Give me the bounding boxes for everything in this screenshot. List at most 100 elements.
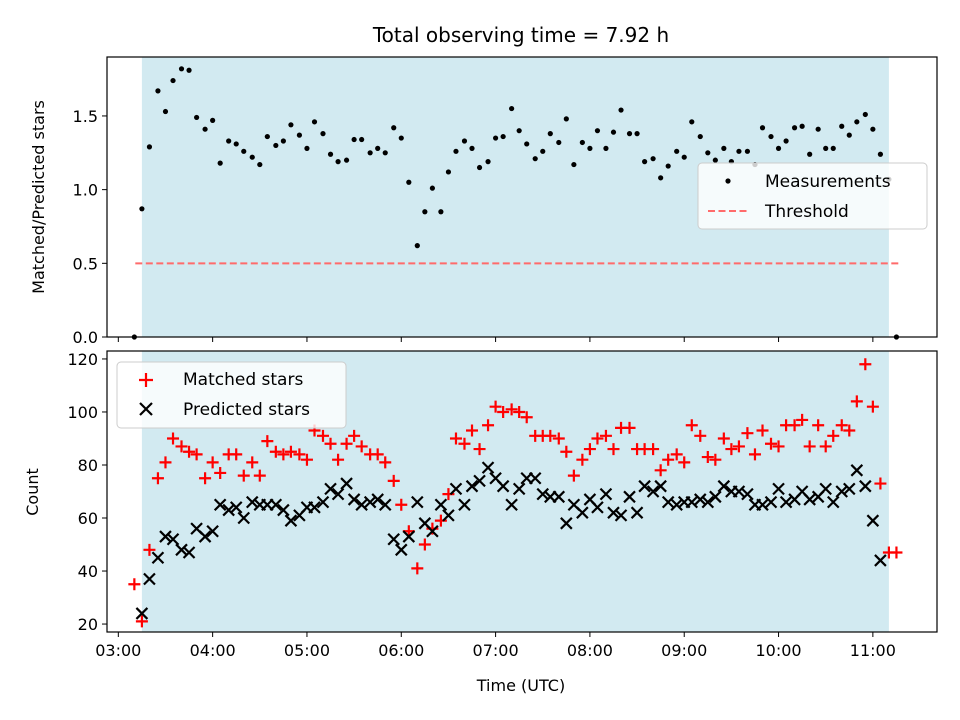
- measurement-point: [485, 159, 491, 165]
- matched-stars-point: [379, 456, 392, 469]
- matched-stars-point: [284, 445, 297, 458]
- predicted-stars-point: [512, 482, 526, 496]
- predicted-stars-point: [859, 479, 872, 493]
- predicted-stars-point: [496, 479, 510, 493]
- measurement-point: [626, 131, 633, 137]
- predicted-stars-point: [741, 487, 754, 501]
- predicted-stars-point: [394, 543, 408, 557]
- measurement-point: [226, 138, 232, 144]
- matched-stars-point: [654, 464, 667, 477]
- predicted-stars-point: [701, 495, 715, 509]
- ratio-legend-box: [697, 162, 928, 230]
- measurement-point: [343, 157, 350, 163]
- matched-stars-point: [788, 419, 801, 432]
- measurement-point: [674, 148, 680, 154]
- predicted-stars-point: [693, 493, 707, 506]
- measurement-point: [414, 243, 420, 249]
- measurement-point: [594, 128, 601, 134]
- measurement-point: [547, 131, 553, 137]
- matched-stars-point: [513, 405, 526, 418]
- predicted-stars-point: [843, 482, 856, 496]
- measurement-point: [775, 145, 782, 151]
- predicted-stars-point: [717, 479, 731, 493]
- measurement-point: [406, 179, 412, 185]
- predicted-stars-point: [756, 498, 769, 512]
- count-legend-predicted-label: Predicted stars: [183, 400, 310, 420]
- matched-stars-point: [678, 456, 691, 469]
- matched-stars-point: [199, 472, 212, 485]
- matched-stars-point: [348, 429, 361, 442]
- measurement-point: [288, 122, 294, 128]
- matched-stars-point: [827, 429, 840, 442]
- measurement-point: [610, 129, 617, 135]
- predicted-stars-point: [269, 498, 283, 512]
- predicted-stars-point: [308, 501, 321, 514]
- predicted-stars-point: [347, 493, 361, 506]
- predicted-stars-point: [481, 461, 495, 474]
- predicted-stars-point: [646, 485, 660, 498]
- y-tick-label: 0.5: [73, 254, 98, 273]
- predicted-stars-point: [552, 490, 566, 504]
- predicted-stars-point: [772, 482, 785, 496]
- x-tick-label: 04:00: [190, 641, 236, 660]
- predicted-stars-point: [560, 517, 573, 530]
- measurement-point: [689, 119, 695, 125]
- measurement-point: [492, 135, 499, 141]
- matched-stars-point: [261, 435, 274, 448]
- predicted-stars-point: [458, 498, 471, 512]
- measurement-point: [744, 148, 751, 154]
- y-tick-label: 20: [78, 615, 98, 634]
- predicted-stars-point: [387, 532, 401, 546]
- measurement-point: [422, 209, 428, 215]
- ratio-legend: Measurements Threshold: [697, 162, 928, 230]
- count-legend-predicted-marker: [139, 402, 153, 416]
- count-legend: Matched stars Predicted stars: [116, 361, 347, 429]
- matched-stars-point: [859, 358, 872, 371]
- measurement-point: [210, 117, 216, 123]
- matched-stars-point: [206, 456, 219, 469]
- matched-stars-point: [560, 445, 573, 458]
- measurement-point: [563, 116, 569, 122]
- predicted-stars-point: [284, 514, 298, 527]
- predicted-stars-point: [159, 530, 172, 543]
- matched-stars-point: [725, 443, 738, 456]
- matched-stars-point: [717, 432, 730, 445]
- predicted-stars-point: [151, 551, 165, 565]
- matched-stars-point: [449, 432, 462, 445]
- measurement-point: [453, 148, 459, 154]
- matched-stars-point: [128, 578, 141, 591]
- matched-stars-point: [732, 440, 745, 453]
- predicted-stars-point: [442, 509, 455, 522]
- count-legend-matched-label: Matched stars: [183, 370, 303, 390]
- predicted-stars-point: [779, 495, 793, 509]
- matched-stars-point: [246, 456, 259, 469]
- predicted-stars-point: [591, 501, 604, 514]
- matched-stars-point: [748, 448, 761, 461]
- matched-stars-point: [324, 437, 337, 450]
- measurement-point: [736, 148, 742, 154]
- matched-stars-point: [332, 453, 345, 466]
- measurement-point: [697, 133, 703, 140]
- matched-stars-point: [489, 400, 502, 413]
- measurement-point: [351, 136, 357, 143]
- count-y-axis-label: Count: [23, 468, 42, 516]
- matched-stars-point: [685, 419, 698, 432]
- count-panel-axes: 03:00 04:00 05:00 06:00 07:00 08:00 09:00 10:00…: [67, 350, 895, 660]
- predicted-stars-point: [378, 498, 392, 512]
- count-panel: 03:00 04:00 05:00 06:00 07:00 08:00 09:00 10:00…: [23, 350, 938, 695]
- matched-stars-point: [175, 440, 188, 453]
- ratio-y-axis-label: Matched/Predicted stars: [29, 100, 48, 294]
- x-tick-label: 03:00: [95, 641, 141, 660]
- measurement-point: [304, 145, 310, 151]
- matched-stars-point: [159, 456, 172, 469]
- measurement-point: [524, 141, 530, 147]
- predicted-stars-point: [229, 501, 243, 514]
- measurement-point: [509, 105, 515, 112]
- measurement-point: [469, 145, 475, 151]
- measurement-point: [571, 161, 577, 168]
- matched-stars-point: [458, 437, 471, 450]
- measurement-point: [178, 66, 185, 72]
- predicted-stars-point: [623, 490, 636, 504]
- ratio-panel-axes: 0.0 0.5 1.0 1.5: [73, 107, 874, 347]
- measurement-point: [650, 156, 656, 162]
